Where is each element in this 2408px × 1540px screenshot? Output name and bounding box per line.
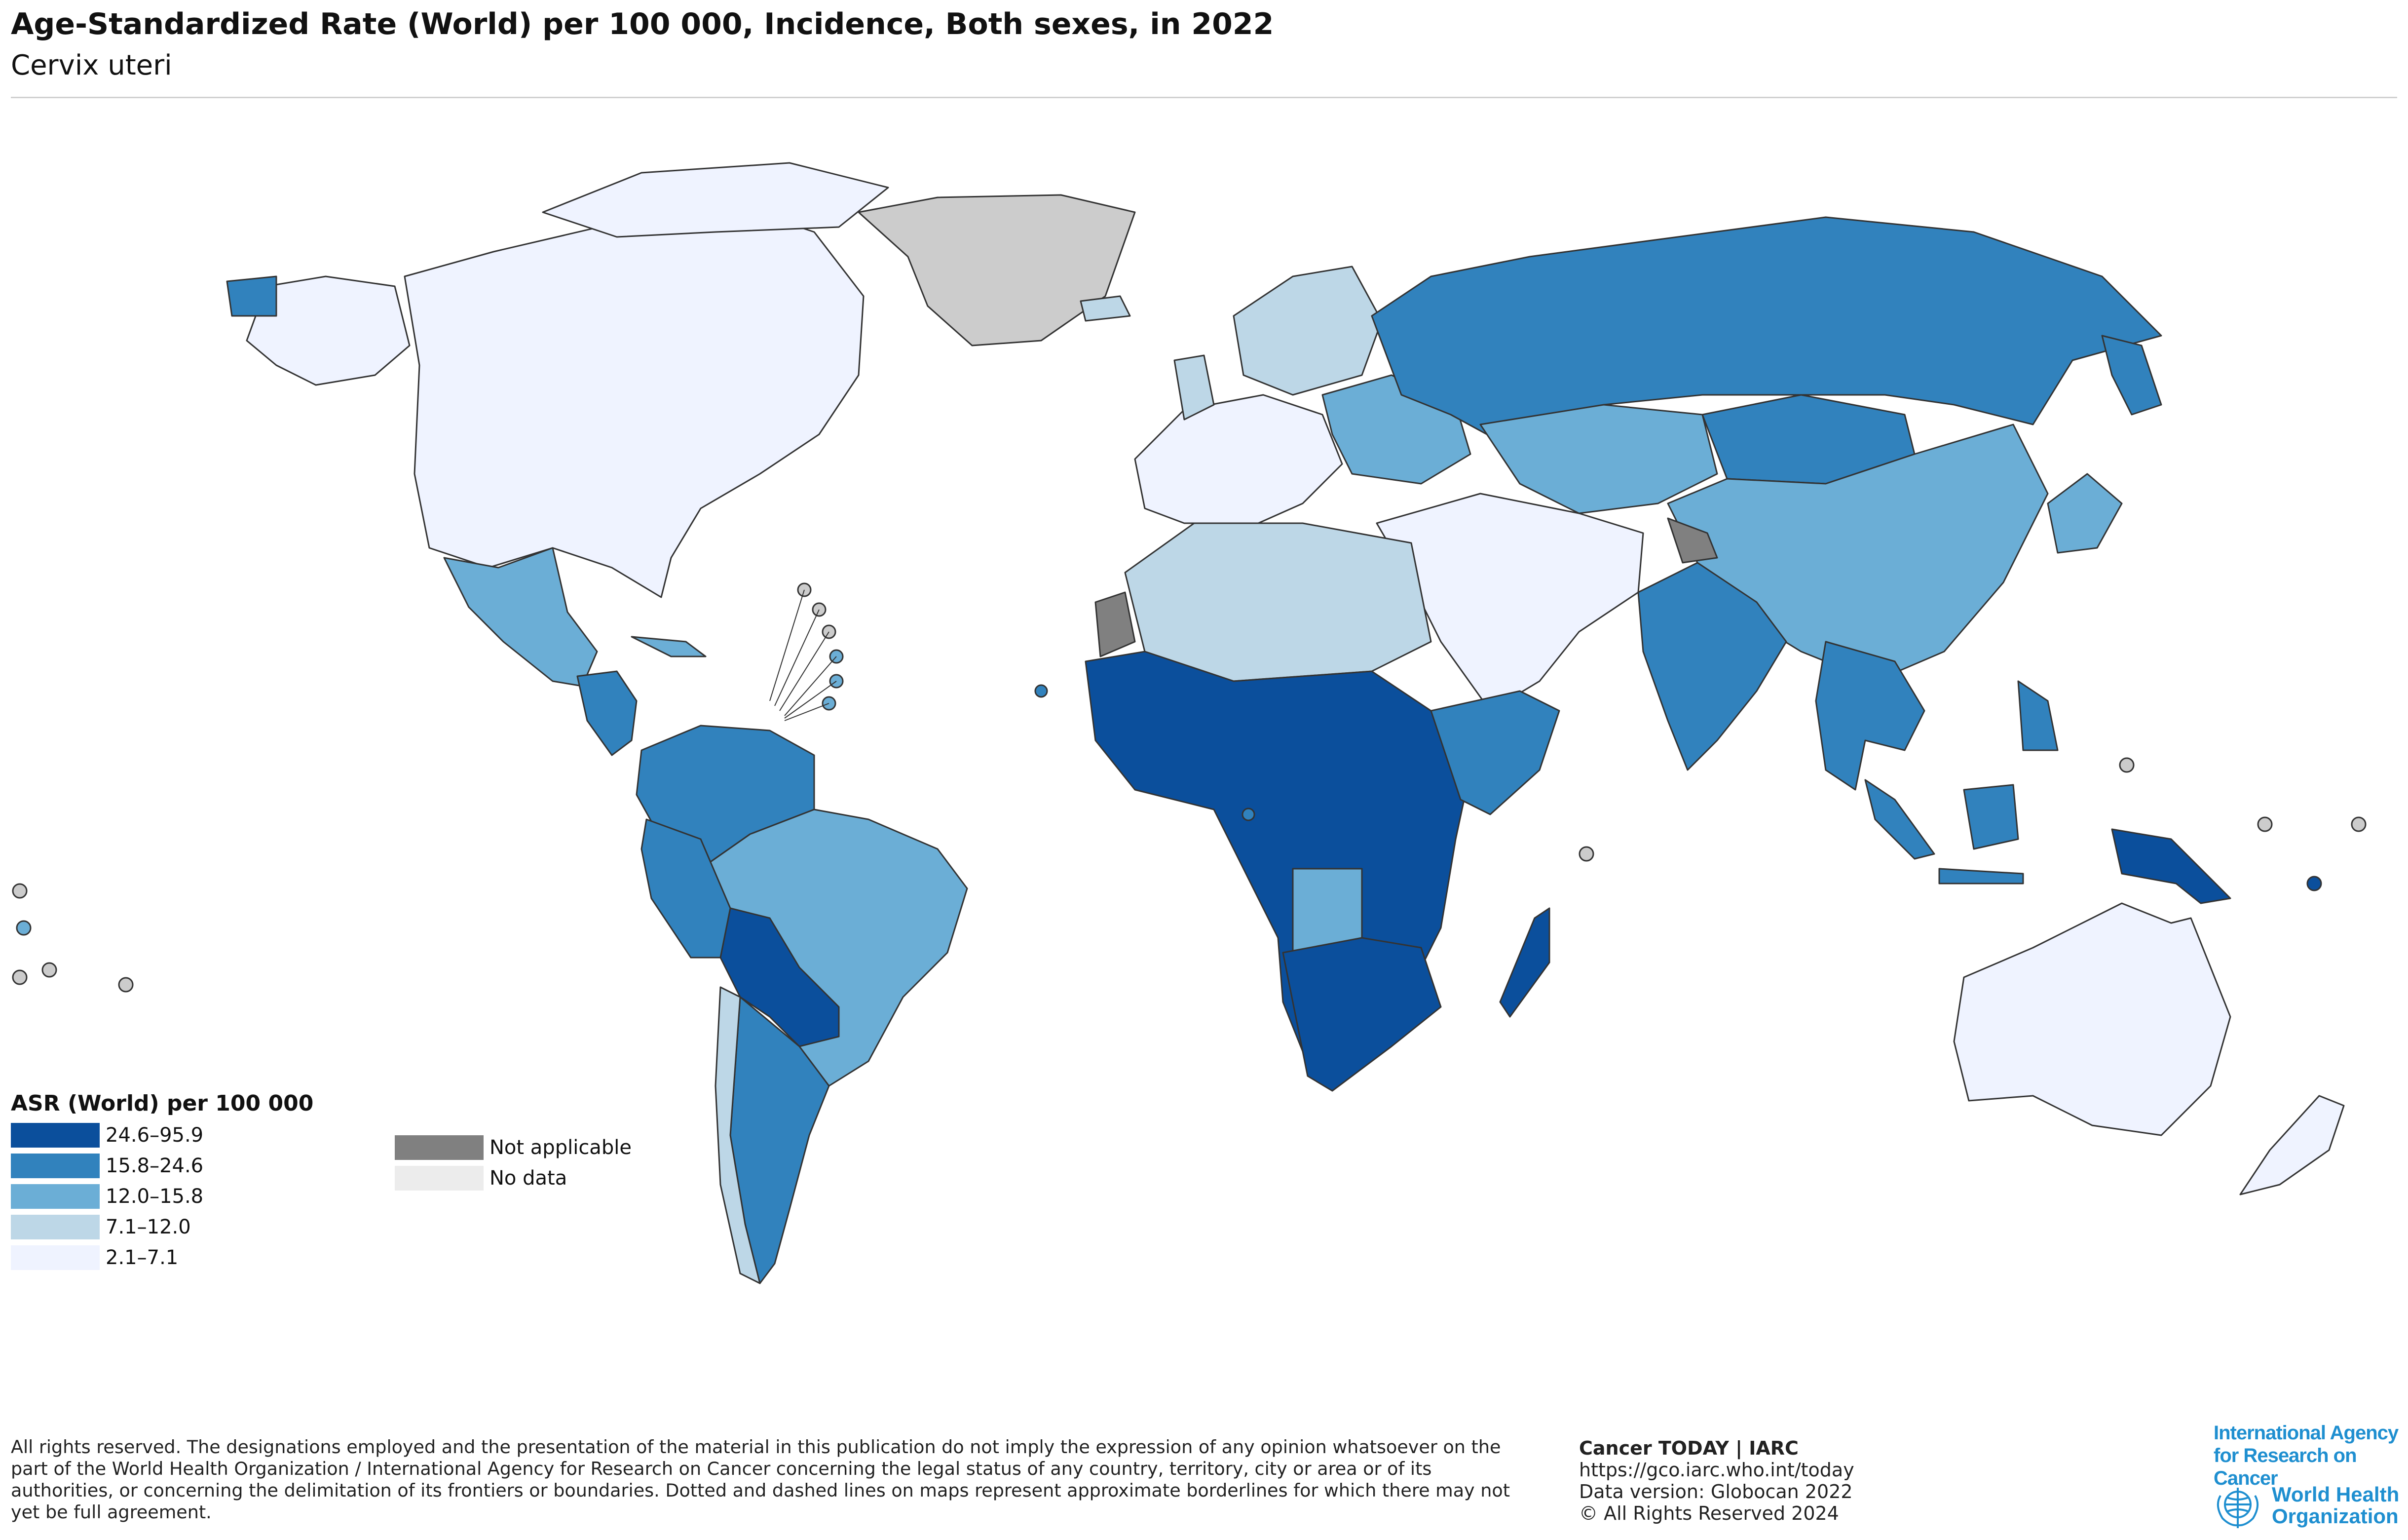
who-logo: World Health Organization: [2211, 1481, 2399, 1530]
legend-item: 12.0–15.8: [11, 1184, 203, 1209]
iarc-logo-line1: International Agency: [2214, 1422, 2399, 1444]
legend-label: 7.1–12.0: [106, 1216, 191, 1238]
iarc-logo: International Agency for Research on Can…: [2214, 1422, 2403, 1490]
region-india: [1637, 562, 1787, 771]
map-subtitle: Cervix uteri: [11, 49, 172, 81]
region-pakistan-kashmir: [1667, 517, 1718, 564]
who-logo-line2: Organization: [2272, 1504, 2399, 1528]
region-bolivia-paraguay: [719, 907, 840, 1047]
region-north-africa: [1124, 522, 1432, 682]
legend-label: 15.8–24.6: [106, 1155, 204, 1177]
island-marker: [2119, 757, 2135, 773]
region-northern-europe: [1233, 266, 1383, 396]
legend-swatch-special: [395, 1135, 484, 1160]
region-japan: [2047, 473, 2123, 554]
credits-block: Cancer TODAY | IARC https://gco.iarc.who…: [1579, 1437, 1854, 1524]
region-southeast-asia: [1815, 641, 1925, 791]
island-marker: [118, 977, 134, 993]
region-indonesia-east: [1938, 868, 2024, 885]
legend-title: ASR (World) per 100 000: [11, 1091, 314, 1116]
region-alaska-west: [226, 275, 277, 317]
island-marker: [12, 883, 28, 899]
legend-label: No data: [489, 1167, 567, 1190]
map-title: Age-Standardized Rate (World) per 100 00…: [11, 7, 1274, 41]
region-north-america: [404, 206, 865, 598]
region-east-africa: [1430, 690, 1560, 815]
region-caribbean: [631, 636, 707, 657]
legend-swatch: [11, 1215, 100, 1239]
island-marker: [12, 969, 28, 985]
legend-item: 15.8–24.6: [11, 1154, 203, 1178]
region-peru: [640, 818, 731, 959]
legend-swatch: [11, 1245, 100, 1270]
disclaimer-text: All rights reserved. The designations em…: [11, 1436, 1510, 1523]
legend-label: 2.1–7.1: [106, 1246, 179, 1269]
credits-copyright: © All Rights Reserved 2024: [1579, 1502, 1839, 1524]
region-new-zealand: [2239, 1095, 2345, 1195]
region-canadian-arctic: [542, 162, 889, 238]
region-southern-africa: [1282, 937, 1442, 1092]
island-marker: [2306, 876, 2322, 891]
credits-version: Data version: Globocan 2022: [1579, 1481, 1853, 1502]
world-choropleth-map: [12, 162, 2367, 1284]
region-uk: [1173, 354, 1215, 421]
legend-item: 7.1–12.0: [11, 1215, 191, 1239]
island-marker: [1579, 846, 1594, 862]
title-divider: [11, 97, 2397, 98]
legend-swatch-special: [395, 1166, 484, 1191]
region-western-europe: [1134, 394, 1343, 524]
legend-label: Not applicable: [489, 1136, 632, 1159]
legend-swatch: [11, 1154, 100, 1178]
region-philippines: [2017, 680, 2059, 751]
island-marker: [16, 920, 32, 936]
legend-item-special: Not applicable: [395, 1135, 632, 1160]
legend-item: 24.6–95.9: [11, 1123, 203, 1148]
legend-item-special: No data: [395, 1166, 567, 1191]
region-papua-new-guinea: [2111, 828, 2231, 904]
who-logo-line1: World Health: [2272, 1483, 2400, 1506]
island-marker: [1034, 684, 1048, 698]
legend-label: 24.6–95.9: [106, 1124, 204, 1147]
credits-source: Cancer TODAY | IARC: [1579, 1437, 1799, 1459]
region-central-america: [576, 670, 638, 756]
region-kamchatka: [2101, 335, 2162, 416]
legend-swatch: [11, 1123, 100, 1148]
region-madagascar: [1499, 907, 1550, 1018]
who-emblem-icon: [2217, 1488, 2259, 1528]
credits-url[interactable]: https://gco.iarc.who.int/today: [1579, 1459, 1854, 1481]
island-marker: [2257, 816, 2273, 832]
region-indonesia-sumatra: [1864, 779, 1935, 860]
region-iceland: [1080, 295, 1131, 322]
island-marker: [41, 962, 57, 978]
region-chile: [715, 986, 761, 1284]
island-marker: [1242, 808, 1255, 821]
region-australia: [1953, 902, 2231, 1136]
region-middle-east: [1376, 493, 1644, 712]
region-western-sahara: [1094, 591, 1136, 657]
iarc-logo-line2: for Research on Cancer: [2214, 1445, 2357, 1489]
legend-item: 2.1–7.1: [11, 1245, 178, 1270]
legend-label: 12.0–15.8: [106, 1185, 204, 1208]
region-kazakhstan: [1479, 404, 1718, 514]
region-alaska: [246, 275, 411, 386]
island-marker: [2351, 816, 2367, 832]
region-mexico: [443, 547, 598, 687]
region-greenland: [858, 194, 1136, 346]
region-indonesia-borneo: [1963, 784, 2019, 850]
legend-swatch: [11, 1184, 100, 1209]
